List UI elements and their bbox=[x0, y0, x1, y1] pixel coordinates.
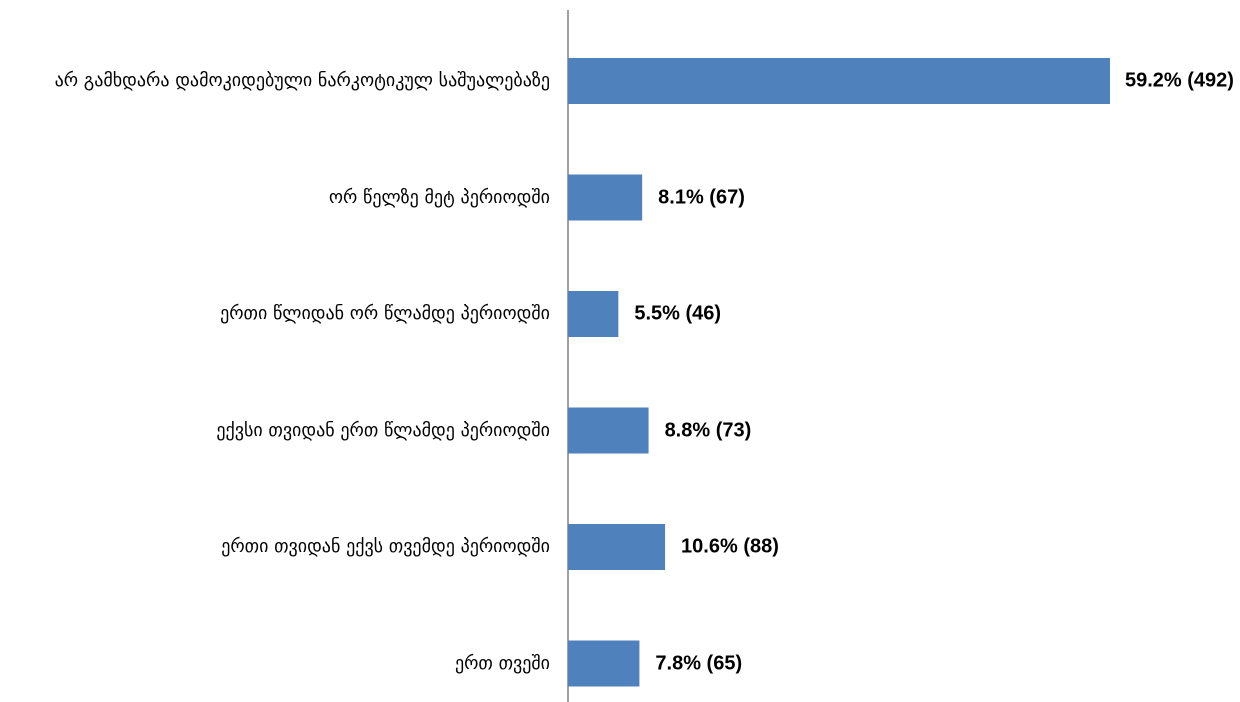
value-label: 7.8% (65) bbox=[655, 652, 743, 674]
category-label: ექვსი თვიდან ერთ წლამდე პერიოდში bbox=[216, 419, 550, 441]
category-label: არ გამხდარა დამოკიდებული ნარკოტიკულ საშუ… bbox=[54, 70, 550, 91]
value-label: 10.6% (88) bbox=[681, 535, 779, 558]
category-label: ერთ თვეში bbox=[454, 652, 550, 674]
category-label: ერთი თვიდან ექვს თვემდე პერიოდში bbox=[221, 536, 550, 557]
category-label: ორ წელზე მეტ პერიოდში bbox=[328, 186, 550, 208]
category-label: ერთი წლიდან ორ წლამდე პერიოდში bbox=[220, 303, 550, 324]
value-label: 8.1% (67) bbox=[658, 186, 745, 208]
value-label: 59.2% (492) bbox=[1125, 69, 1234, 92]
bar bbox=[568, 174, 643, 221]
bar bbox=[568, 58, 1110, 104]
bar bbox=[568, 407, 649, 454]
bar bbox=[568, 524, 666, 570]
bar bbox=[568, 640, 640, 687]
bar bbox=[568, 291, 619, 337]
value-label: 8.8% (73) bbox=[664, 419, 752, 441]
value-label: 5.5% (46) bbox=[634, 302, 722, 325]
